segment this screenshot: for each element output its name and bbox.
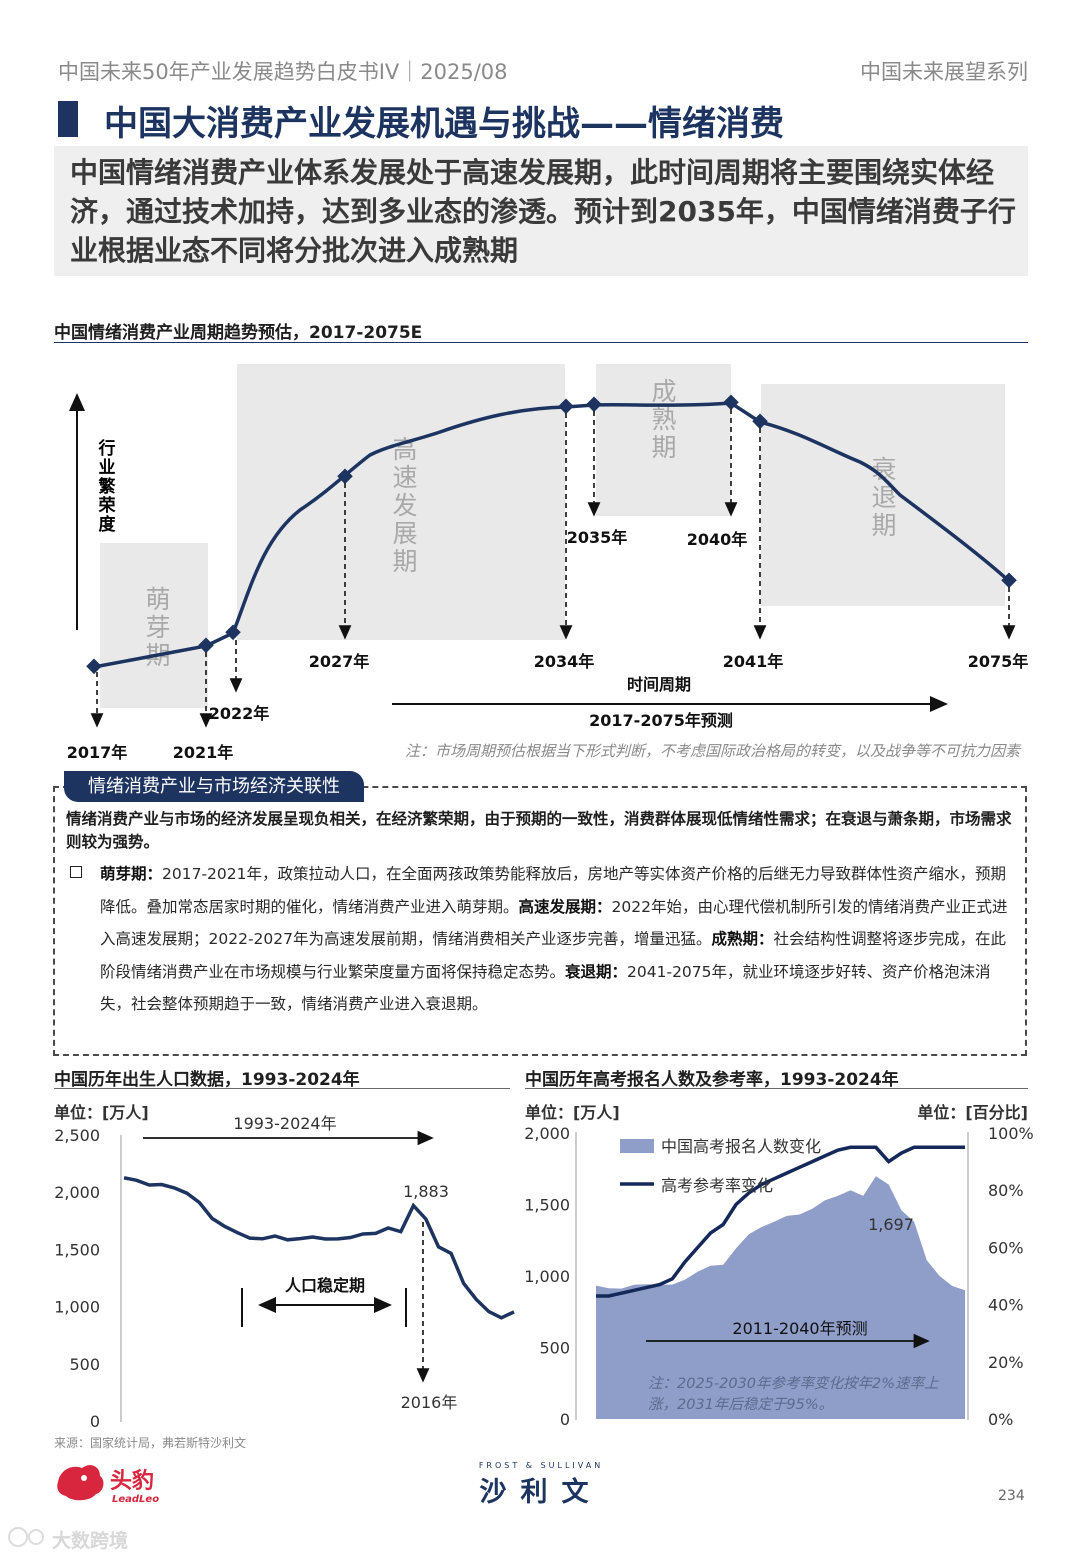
gk-ytick-left: 2,000 [524,1124,570,1143]
gk-ytick-right: 60% [988,1238,1024,1257]
legend-area-swatch [620,1139,654,1153]
phase-box-growth [237,364,565,640]
gaokao-unit-right: 单位：[百分比] [917,1103,1028,1122]
logo-cn-text: 头豹 [110,1468,154,1494]
year-label-2027: 2027年 [309,652,370,671]
year-label-2022: 2022年 [209,704,270,723]
explanation-lead: 情绪消费产业与市场的经济发展呈现负相关，在经济繁荣期，由于预期的一致性，消费群体… [66,810,1012,851]
decline-heading: 衰退期： [565,962,628,981]
watermark-icon [8,1527,44,1547]
gk-ytick-right: 20% [988,1353,1024,1372]
summary-panel [54,146,1028,276]
page-title: 中国大消费产业发展机遇与挑战——情绪消费 [104,104,784,144]
birth-chart-unit: 单位：[万人] [54,1103,149,1122]
phase-label-growth: 高速发展期 [392,435,417,576]
birth-ytick: 0 [90,1412,100,1431]
year-label-2035: 2035年 [567,528,628,547]
legend-line-label: 高考参考率变化 [661,1176,773,1195]
gk-ytick-right: 40% [988,1296,1024,1315]
decline-text: 2041-2075年，就业环境逐步好转、资产价格泡沫消失，社会整体预期趋于一致，… [100,962,991,1014]
birth-ytick: 500 [69,1355,100,1374]
gk-ytick-right: 80% [988,1181,1024,1200]
birth-ytick: 2,500 [54,1126,100,1145]
checkbox-bullet-icon [70,866,82,878]
cycle-chart-rule [54,342,1028,343]
phase-label-mature: 成熟期 [651,377,676,462]
gk-note-wrap: 注：2025-2030年参考率变化按年2%速率上涨，2031年后稳定于95%。 [648,1376,939,1413]
title-marker [58,101,78,137]
gaokao-chart-title: 中国历年高考报名人数及参考率，1993-2024年 [525,1070,899,1090]
growth-heading: 高速发展期： [518,897,612,916]
year-label-2075: 2075年 [968,652,1029,671]
year-label-2021: 2021年 [173,743,234,762]
year-label-2034: 2034年 [534,652,595,671]
mature-heading: 成熟期： [711,930,774,948]
gk-ytick-right: 0% [988,1410,1013,1429]
forecast-label: 2017-2075年预测 [589,711,733,730]
phase-box-decline [761,384,1005,606]
birth-ytick: 1,500 [54,1240,100,1259]
gk-forecast-label: 2011-2040年预测 [732,1319,867,1338]
growth-text: 2022年始，由心理代偿机制所引发的情绪消费产业正式进入高速发展期；2022-2… [100,897,1008,949]
summary-text: 中国情绪消费产业体系发展处于高速发展期，此时间周期将主要围绕实体经济，通过技术加… [70,156,1016,267]
source-text: 来源：国家统计局，弗若斯特沙利文 [54,1436,247,1450]
legend-area-label: 中国高考报名人数变化 [661,1137,821,1156]
cycle-note: 注：市场周期预估根据当下形式判断，不考虑国际政治格局的转变，以及战争等不可抗力因… [405,742,1022,760]
x-axis-label: 时间周期 [627,675,691,694]
gk-ytick-left: 1,500 [524,1196,570,1215]
frost-sullivan-en: FROST & SULLIVAN [478,1461,604,1470]
header-left-text: 中国未来50年产业发展趋势白皮书IV｜2025/08 [58,60,508,84]
birth-chart-rule [54,1088,510,1089]
leadleo-logo: 头豹 LeadLeo [57,1465,159,1504]
frost-sullivan-cn: 沙利文 [479,1477,603,1508]
birth-chart-title: 中国历年出生人口数据，1993-2024年 [54,1070,360,1090]
peak-year-label: 2016年 [401,1393,458,1412]
explanation-tag: 情绪消费产业与市场经济关联性 [64,771,364,802]
explanation-body: 萌芽期：2017-2021年，政策拉动人口，在全面两孩政策势能释放后，房地产等实… [100,858,1018,1021]
point-2017 [86,658,102,675]
gk-mark-label: 1,697 [868,1215,914,1234]
birth-peak-label: 1,883 [403,1182,449,1201]
logo-en-text: LeadLeo [112,1494,159,1504]
header-right-text: 中国未来展望系列 [860,60,1028,84]
gk-ytick-right: 100% [988,1124,1034,1143]
phase-box-mature [596,364,731,516]
gk-ytick-left: 500 [539,1339,570,1358]
phase-box-sprout [100,543,208,708]
birth-ytick: 1,000 [54,1298,100,1317]
cycle-chart-title: 中国情绪消费产业周期趋势预估，2017-2075E [54,323,423,343]
cycle-chart: 萌芽期 高速发展期 成熟期 衰退期 行业繁荣度 2017年 202 [67,364,1029,762]
year-label-2040: 2040年 [687,530,748,549]
gk-rate-line [596,1145,965,1298]
birth-series-line [123,1176,515,1320]
gk-applicants-area [596,1176,965,1419]
sprout-heading: 萌芽期： [100,865,163,883]
phase-label-decline: 衰退期 [871,455,896,540]
birth-ytick: 2,000 [54,1183,100,1202]
birth-range-label: 1993-2024年 [233,1114,336,1133]
sprout-text: 2017-2021年，政策拉动人口，在全面两孩政策势能释放后，房地产等实体资产价… [100,865,1007,916]
gaokao-unit-left: 单位：[万人] [525,1103,620,1122]
y-axis-label: 行业繁荣度 [98,438,117,535]
gaokao-chart: 0 500 1,000 1,500 2,000 0% 20% 40% 60% 80% 100% 中… [524,1124,1034,1429]
gk-ytick-left: 1,000 [524,1267,570,1286]
year-label-2017: 2017年 [67,743,128,762]
gk-ytick-left: 0 [560,1410,570,1429]
explanation-box [53,786,1027,1056]
leopard-icon [57,1465,104,1501]
page-number: 234 [998,1488,1025,1504]
mature-text: 社会结构性调整将逐步完成，在此阶段情绪消费产业在市场规模与行业繁荣度量方面将保持… [100,930,1007,981]
birth-chart: 0 500 1,000 1,500 2,000 2,500 1993-2024年 1,88… [54,1114,515,1431]
gk-note: 注：2025-2030年参考率变化按年2%速率上涨，2031年后稳定于95%。 [648,1376,939,1413]
watermark-text: 大数跨境 [52,1530,129,1552]
gaokao-chart-rule [525,1088,1028,1089]
year-label-2041: 2041年 [723,652,784,671]
stable-label: 人口稳定期 [285,1276,365,1295]
